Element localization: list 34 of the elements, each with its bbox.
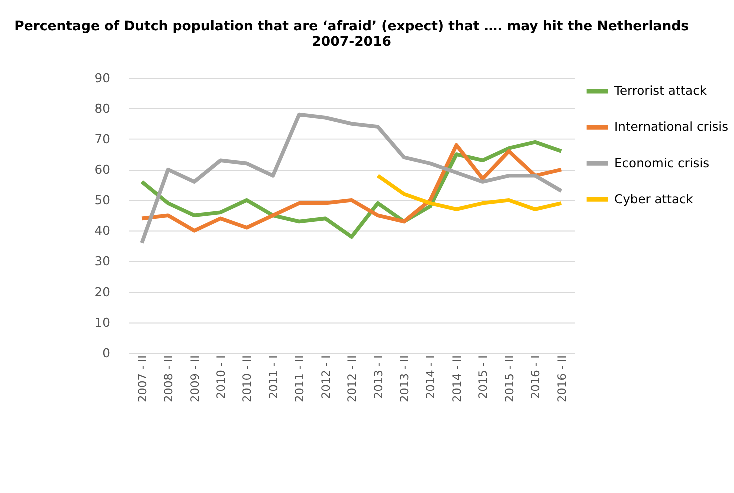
x-tick-label: 2013 - I: [371, 356, 386, 400]
x-tick-label: 2010 - II: [240, 356, 254, 402]
x-tick-label: 2007 - II: [135, 356, 150, 402]
x-tick-label: 2012 - I: [318, 356, 333, 400]
y-tick-label: 80: [94, 102, 111, 116]
legend-label: Economic crisis: [614, 156, 710, 170]
y-tick-label: 90: [94, 71, 111, 86]
x-tick-label: 2011 - II: [292, 356, 307, 402]
legend-label: Cyber attack: [614, 192, 694, 206]
y-tick-label: 70: [94, 132, 111, 147]
x-tick-label: 2015 - I: [476, 356, 490, 400]
x-tick-label: 2016 - I: [528, 356, 543, 400]
y-tick-label: 10: [94, 316, 111, 330]
y-tick-label: 40: [94, 224, 111, 238]
x-tick-label: 2008 - II: [162, 356, 176, 402]
x-tick-label: 2011 - I: [266, 356, 280, 400]
legend-label: Terrorist attack: [614, 84, 708, 98]
y-tick-label: 30: [94, 254, 111, 269]
line-series: [140, 112, 564, 246]
x-tick-label: 2009 - II: [188, 356, 202, 402]
legend-label: International crisis: [614, 120, 729, 134]
x-tick-label: 2015 - II: [502, 356, 516, 402]
chart-title: Percentage of Dutch population that are ‘afraid’ (expect) that …. may hit the Netherlands 2007-2016: [14, 20, 690, 50]
x-tick-label: 2014 - I: [424, 356, 438, 400]
y-tick-label: 0: [102, 346, 111, 360]
x-tick-label: 2014 - II: [450, 356, 464, 402]
y-tick-label: 60: [94, 163, 111, 178]
x-tick-label: 2013 - II: [398, 356, 412, 402]
x-tick-label: 2016 - II: [554, 356, 569, 402]
y-tick-label: 20: [94, 285, 111, 300]
x-tick-label: 2010 - I: [214, 356, 228, 400]
y-tick-label: 50: [94, 194, 111, 208]
x-tick-label: 2012 - II: [345, 356, 360, 402]
line-series: [376, 174, 564, 212]
